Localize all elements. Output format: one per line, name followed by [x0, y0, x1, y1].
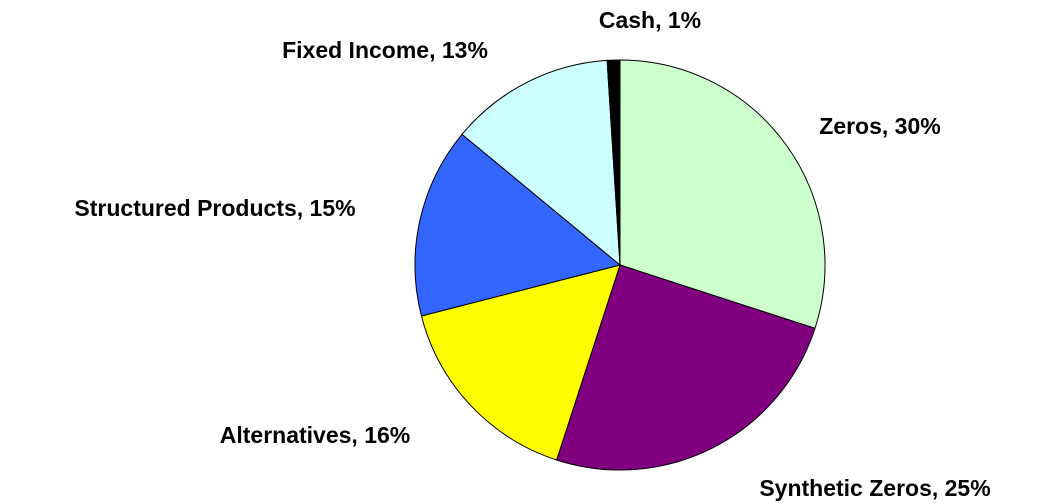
pie-slice: [420, 264, 621, 461]
data-label: Fixed Income, 13%: [282, 37, 488, 63]
pie-slice: [606, 59, 621, 266]
pie-slice: [414, 133, 622, 317]
pie-slice: [556, 264, 816, 471]
pie-slice: [461, 59, 621, 267]
data-label: Cash, 1%: [599, 7, 701, 33]
data-label: Alternatives, 16%: [220, 422, 410, 448]
data-label: Zeros, 30%: [819, 113, 940, 139]
data-label: Structured Products, 15%: [74, 195, 355, 221]
data-label: Synthetic Zeros, 25%: [759, 475, 990, 501]
pie-slice: [619, 59, 826, 329]
